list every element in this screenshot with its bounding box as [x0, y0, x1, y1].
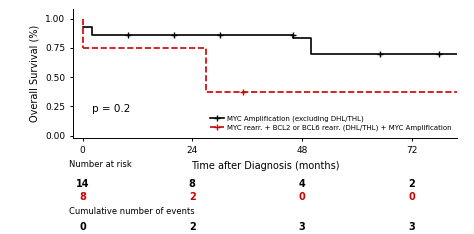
Text: 2: 2	[189, 192, 196, 201]
Text: 0: 0	[79, 222, 86, 232]
Text: 4: 4	[299, 179, 305, 189]
X-axis label: Time after Diagnosis (months): Time after Diagnosis (months)	[191, 161, 340, 171]
Text: Number at risk: Number at risk	[69, 161, 131, 169]
Text: p = 0.2: p = 0.2	[92, 104, 130, 114]
Text: 3: 3	[408, 222, 415, 232]
Text: 8: 8	[79, 192, 86, 201]
Text: 2: 2	[189, 222, 196, 232]
Text: 0: 0	[299, 192, 305, 201]
Y-axis label: Overall Survival (%): Overall Survival (%)	[29, 25, 39, 122]
Legend: MYC Amplification (excluding DHL/THL), MYC rearr. + BCL2 or BCL6 rearr. (DHL/THL: MYC Amplification (excluding DHL/THL), M…	[207, 113, 454, 133]
Text: Cumulative number of events: Cumulative number of events	[69, 207, 194, 216]
Text: 3: 3	[299, 222, 305, 232]
Text: 14: 14	[76, 179, 90, 189]
Text: 0: 0	[408, 192, 415, 201]
Text: 2: 2	[408, 179, 415, 189]
Text: 8: 8	[189, 179, 196, 189]
